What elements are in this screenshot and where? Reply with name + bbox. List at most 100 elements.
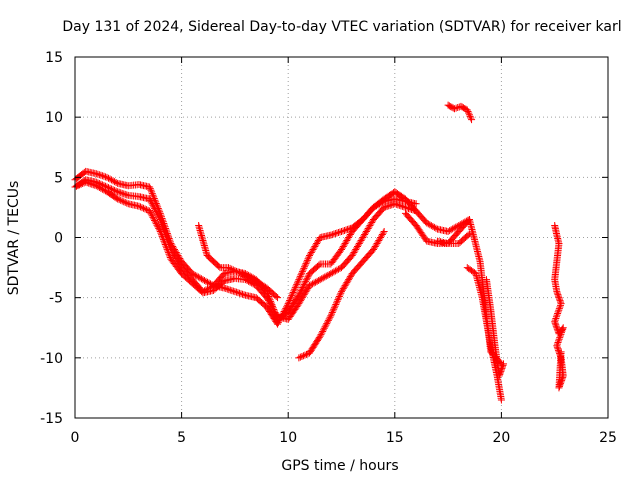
data-point (555, 306, 563, 314)
data-point (301, 289, 309, 297)
data-point (304, 285, 312, 293)
data-point (317, 331, 325, 339)
data-point (225, 264, 233, 272)
data-point (375, 237, 383, 245)
data-point (288, 292, 296, 300)
data-point (401, 203, 409, 211)
data-point (302, 288, 310, 296)
data-point (377, 199, 385, 207)
data-point (552, 322, 560, 330)
data-point (554, 308, 562, 316)
data-point (111, 186, 119, 194)
data-point (269, 304, 277, 312)
data-point (352, 246, 360, 254)
data-point (307, 249, 315, 257)
data-point (356, 238, 364, 246)
series-track-g (433, 230, 473, 248)
data-point (301, 263, 309, 271)
data-point (358, 235, 366, 243)
data-point (313, 240, 321, 248)
data-point (293, 280, 301, 288)
data-point (121, 190, 129, 198)
data-point (449, 225, 457, 233)
data-point (295, 291, 303, 299)
data-point (345, 232, 353, 240)
data-point (150, 215, 158, 223)
data-point (77, 180, 85, 188)
data-point (148, 212, 156, 220)
data-point (301, 351, 309, 359)
data-point (294, 277, 302, 285)
data-point (147, 198, 155, 206)
data-point (463, 106, 471, 114)
data-point (271, 308, 279, 316)
series-track-h (444, 101, 476, 124)
data-point (398, 202, 406, 210)
data-point (147, 186, 155, 194)
data-point (338, 288, 345, 296)
data-point (136, 203, 144, 211)
data-point (310, 279, 318, 287)
data-point (464, 231, 472, 239)
data-point (552, 314, 560, 322)
data-point (316, 332, 324, 340)
data-point (106, 175, 114, 183)
data-point (423, 219, 431, 227)
data-point (314, 238, 322, 246)
data-point (333, 229, 341, 237)
data-point (302, 276, 310, 284)
data-point (117, 189, 125, 197)
data-point (558, 327, 566, 335)
data-point (157, 219, 165, 227)
data-point (296, 288, 304, 296)
data-point (342, 238, 350, 246)
data-point (388, 201, 396, 209)
data-point (361, 229, 369, 237)
data-point (383, 202, 391, 210)
data-point (362, 227, 370, 235)
data-point (447, 226, 455, 234)
data-point (376, 235, 384, 243)
data-point (336, 291, 344, 299)
chart-title: Day 131 of 2024, Sidereal Day-to-day VTE… (62, 19, 621, 35)
data-point (215, 262, 223, 270)
x-tick-label: 10 (279, 430, 297, 446)
data-point (340, 283, 348, 291)
data-point (118, 189, 126, 197)
data-point (109, 186, 117, 194)
data-point (172, 255, 180, 263)
data-point (100, 186, 108, 194)
data-point (292, 282, 300, 290)
data-point (357, 237, 365, 245)
data-point (166, 254, 174, 262)
data-point (112, 178, 120, 186)
data-point (553, 342, 561, 350)
data-point (202, 277, 210, 285)
data-point (300, 291, 308, 299)
data-point (150, 193, 158, 201)
data-point (554, 292, 562, 300)
data-point (234, 268, 242, 276)
data-point (287, 293, 295, 301)
y-tick-label: 10 (45, 110, 63, 126)
data-point (123, 191, 131, 199)
data-point (315, 276, 323, 284)
data-point (344, 277, 352, 285)
data-point (330, 305, 338, 313)
data-point (556, 303, 564, 311)
data-point (466, 112, 474, 120)
data-point (153, 209, 161, 217)
data-point (325, 315, 333, 323)
data-point (344, 225, 352, 233)
data-point (333, 266, 341, 274)
data-point (146, 197, 154, 205)
data-point (309, 246, 317, 254)
data-point (400, 203, 408, 211)
x-tick-label: 20 (492, 430, 510, 446)
data-point (367, 220, 375, 228)
data-point (303, 256, 311, 264)
series-track-i (463, 264, 505, 404)
data-point (265, 297, 273, 305)
data-point (154, 223, 162, 231)
